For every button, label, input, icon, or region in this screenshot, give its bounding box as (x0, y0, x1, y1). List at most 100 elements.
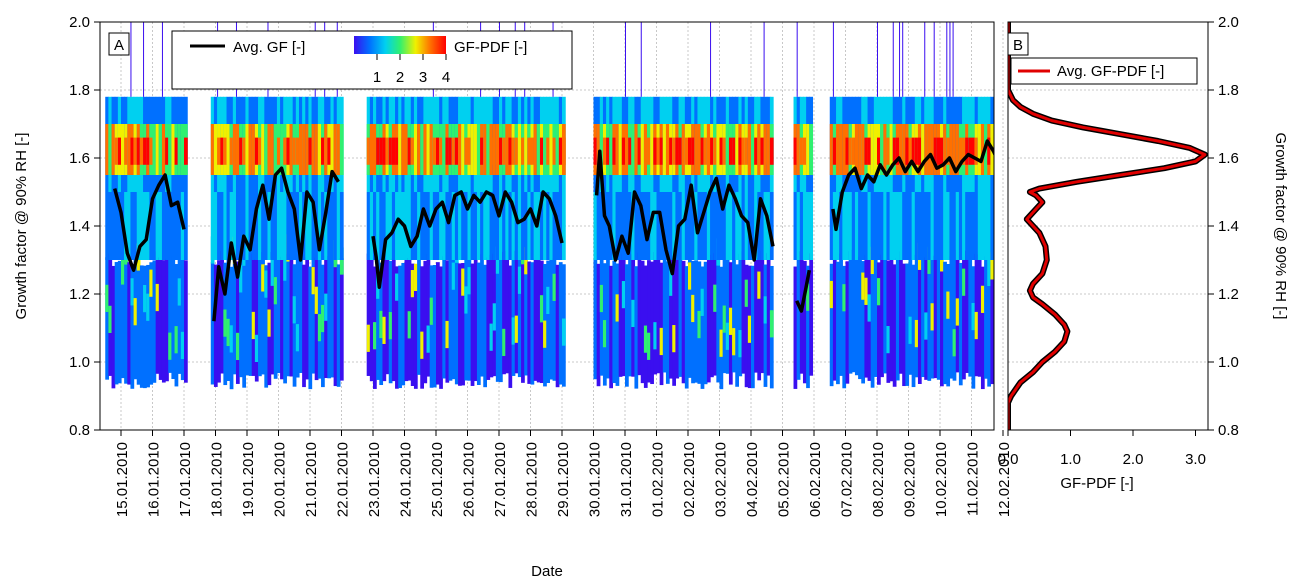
heatmap-cell (226, 192, 231, 260)
heatmap-column (738, 96, 743, 377)
heatmap-cell (700, 288, 705, 316)
heatmap-cell (111, 265, 116, 389)
heatmap-cell (593, 256, 598, 380)
heatmap-cell (917, 192, 922, 260)
heatmap-cell (168, 250, 172, 373)
heatmap-column (161, 22, 166, 383)
heatmap-cell (656, 137, 661, 165)
heatmap-cell (886, 192, 891, 260)
heatmap-cell (1003, 124, 1007, 175)
heatmap-cell (339, 192, 344, 260)
heatmap-cell (738, 253, 743, 377)
heatmap-cell (295, 137, 300, 165)
heatmap-streak (625, 22, 626, 97)
heatmap-cell (283, 192, 287, 260)
heatmap-column (861, 96, 865, 384)
x-tick-label: 03.02.2010 (713, 442, 730, 517)
heatmap-column (317, 96, 322, 379)
heatmap-cell (442, 192, 447, 260)
heatmap-cell (656, 192, 661, 260)
heatmap-streak (710, 22, 712, 97)
heatmap-cell (637, 137, 642, 165)
heatmap-column (1003, 22, 1007, 384)
heatmap-cell (398, 192, 402, 260)
heatmap-cell (861, 124, 865, 175)
heatmap-streak (949, 22, 951, 97)
heatmap-cell (508, 265, 513, 388)
heatmap-cell (401, 262, 406, 386)
heatmap-column (1012, 97, 1016, 377)
heatmap-cell (653, 252, 658, 375)
heatmap-cell (842, 284, 847, 312)
heatmap-column (895, 96, 900, 381)
heatmap-column (492, 96, 497, 377)
heatmap-cell (117, 137, 122, 165)
heatmap-cell (650, 261, 654, 385)
heatmap-cell (146, 264, 150, 388)
heatmap-streak (640, 22, 642, 97)
heatmap-cell (562, 318, 566, 346)
heatmap-column (806, 96, 810, 389)
heatmap-column (407, 96, 412, 381)
heatmap-cell (508, 137, 513, 165)
heatmap-cell (165, 137, 169, 165)
heatmap-cell (555, 124, 560, 175)
heatmap-column (470, 96, 475, 386)
heatmap-column (700, 96, 705, 389)
x-tick-label: 15.01.2010 (114, 442, 131, 517)
heatmap-cell (688, 192, 692, 260)
heatmap-cell (980, 266, 985, 390)
heatmap-cell (385, 192, 390, 260)
heatmap-column (732, 96, 736, 373)
heatmap-cell (936, 192, 941, 260)
heatmap-cell (883, 192, 888, 260)
heatmap-column (114, 96, 119, 385)
heatmap-cell (264, 270, 269, 298)
heatmap-cell (883, 251, 888, 374)
heatmap-cell (327, 192, 332, 260)
x-tick-label: 25.01.2010 (429, 442, 446, 517)
heatmap-column (848, 96, 853, 374)
heatmap-cell (174, 137, 179, 165)
heatmap-cell (606, 256, 610, 379)
heatmap-column (899, 22, 903, 374)
heatmap-cell (242, 192, 247, 260)
heatmap-column (495, 96, 500, 382)
heatmap-column (158, 96, 163, 380)
heatmap-streak (946, 22, 948, 97)
heatmap-cell (858, 192, 862, 260)
heatmap-column (429, 96, 434, 388)
heatmap-cell (974, 137, 979, 165)
heatmap-cell (927, 192, 932, 260)
heatmap-streak (143, 22, 145, 97)
heatmap-cell (845, 137, 850, 165)
heatmap-cell (517, 254, 522, 378)
heatmap-cell (461, 263, 465, 386)
heatmap-cell (914, 319, 919, 348)
heatmap-column (149, 96, 154, 385)
heatmap-cell (650, 124, 654, 175)
heatmap-cell (691, 260, 695, 384)
heatmap-cell (391, 258, 396, 382)
heatmap-column (339, 96, 344, 381)
heatmap-cell (505, 192, 510, 260)
heatmap-cell (659, 262, 664, 386)
heatmap-cell (615, 294, 620, 322)
heatmap-column (168, 96, 172, 373)
heatmap-streak (952, 22, 954, 97)
heatmap-cell (133, 298, 138, 326)
heatmap-cell (949, 124, 954, 175)
heatmap-cell (168, 192, 172, 260)
heatmap-cell (254, 334, 259, 362)
y-axis-label-b: Growth factor @ 90% RH [-] (1272, 133, 1289, 320)
heatmap-column (184, 96, 188, 383)
x-tick-label: 23.01.2010 (366, 442, 383, 517)
heatmap-column (442, 96, 447, 379)
heatmap-column (760, 96, 765, 374)
y-tick-label: 1.4 (1218, 218, 1239, 235)
heatmap-column (292, 96, 297, 387)
heatmap-cell (902, 263, 906, 387)
heatmap-cell (514, 137, 519, 165)
heatmap-cell (1003, 138, 1007, 165)
heatmap-cell (210, 262, 215, 385)
